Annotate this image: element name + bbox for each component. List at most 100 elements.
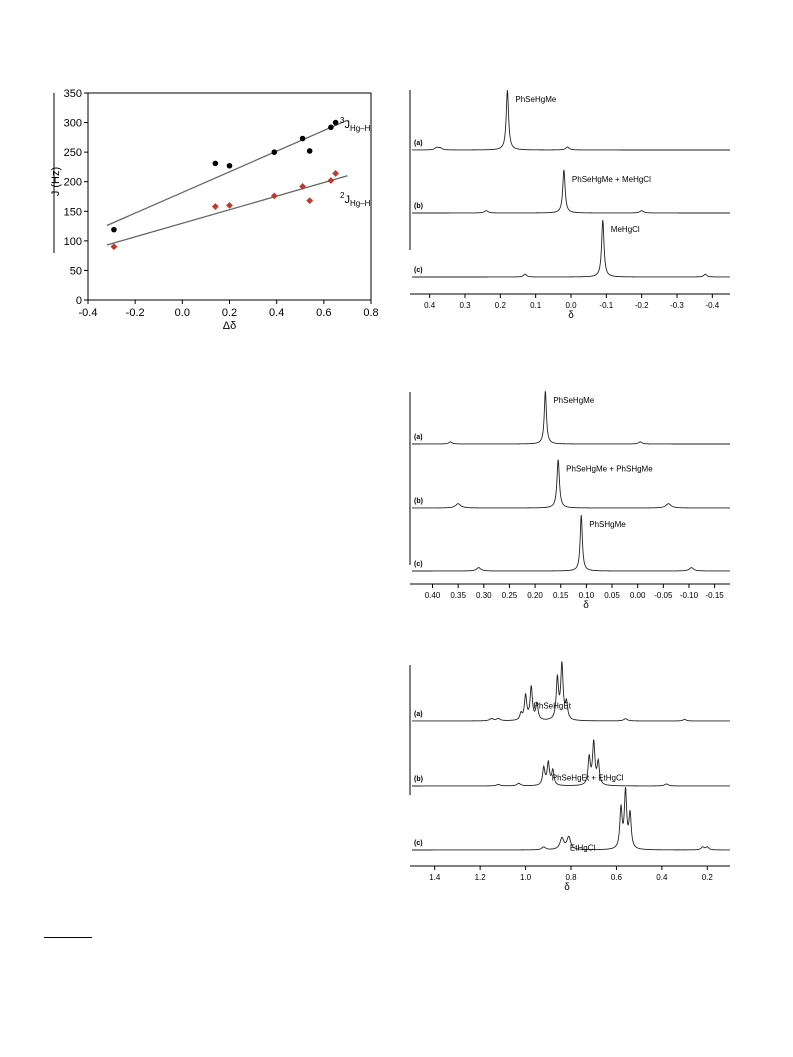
x-tick-label: 0.00 [630,591,646,600]
spectrum-trace [412,661,730,722]
trace-label: PhSeHgMe [515,95,556,104]
trace-tag: (c) [414,561,423,568]
x-tick-label: 1.4 [429,873,441,882]
series-label-subscript: Hg–H [350,199,371,208]
trace-tag: (b) [414,776,423,783]
x-tick-label: 0.3 [459,301,471,310]
data-point [211,203,219,210]
x-axis-label: δ [568,310,574,321]
x-tick-label: 0.2 [702,873,714,882]
x-tick-label: 0.4 [656,873,668,882]
trace-tag: (a) [414,140,423,147]
y-tick-label: 200 [64,177,82,189]
x-tick-label: 0.6 [316,307,331,319]
trace-tag: (a) [414,434,423,441]
x-tick-label: 0.8 [363,307,378,319]
x-tick-label: 1.0 [520,873,532,882]
trace-label: EtHgCl [570,844,596,853]
x-tick-label: 0.30 [476,591,492,600]
spectrum-trace [412,739,730,787]
x-tick-label: 0.2 [222,307,237,319]
spectrum-trace [412,459,730,509]
x-tick-label: 0.25 [502,591,518,600]
x-axis-label: δ [564,882,570,893]
data-point [270,192,278,200]
spectrum-trace [412,169,730,214]
trace-label: MeHgCl [611,225,640,234]
x-axis-label: δ [583,600,589,611]
trace-tag: (b) [414,203,423,210]
y-tick-label: 0 [76,295,82,307]
trace-label: PhSeHgEt + EtHgCl [552,774,624,783]
series-label-subscript: Hg–H [350,124,371,133]
data-point [111,226,117,233]
spectrum-trace [412,514,730,572]
x-tick-label: 0.4 [269,307,284,319]
x-tick-label: 0.15 [553,591,569,600]
trace-tag: (a) [414,711,423,718]
y-tick-label: 250 [64,147,82,159]
data-point [110,243,118,251]
series-label-superscript: 3 [340,116,345,125]
x-tick-label: 0.10 [579,591,595,600]
x-tick-label: -0.4 [79,307,98,319]
x-tick-label: 0.0 [175,307,190,319]
data-point [327,177,335,184]
y-tick-label: 300 [64,118,82,130]
trace-label: PhSeHgEt [534,701,572,710]
trace-label: PhSeHgMe + MeHgCl [572,175,651,184]
x-tick-label: 0.8 [565,873,577,882]
data-point [226,201,233,209]
y-tick-label: 150 [64,206,82,218]
footnote-separator [44,937,92,938]
x-tick-label: -0.4 [705,301,719,310]
trace-label: PhSeHgMe + PhSHgMe [566,464,653,473]
x-tick-label: 0.20 [527,591,543,600]
x-tick-label: -0.3 [670,301,684,310]
x-tick-label: 0.6 [611,873,623,882]
trace-label: PhSeHgMe [553,396,594,405]
data-point [328,124,334,131]
data-point [299,183,307,190]
trace-tag: (b) [414,498,423,505]
x-tick-label: -0.2 [126,307,145,319]
x-axis-label: Δδ [223,320,236,332]
trace-tag: (c) [414,840,423,847]
spectrum-trace [412,219,730,278]
series-label-main: J [344,119,350,131]
series-label: 2JHg–H [340,191,371,208]
spectrum-trace [412,787,730,851]
data-point [299,135,306,142]
y-tick-label: 100 [64,236,82,248]
trace-tag: (c) [414,267,423,274]
x-tick-label: -0.05 [654,591,673,600]
data-point [212,160,219,167]
data-point [332,119,339,126]
spectrum-trace [412,390,730,445]
x-tick-label: 1.2 [475,873,487,882]
x-tick-label: -0.10 [680,591,699,600]
fit-line [106,119,348,227]
series-label-main: J [344,194,350,206]
trace-label: PhSHgMe [589,520,626,529]
x-tick-label: 0.1 [530,301,542,310]
x-tick-label: 0.4 [424,301,436,310]
data-point [306,148,313,154]
x-tick-label: 0.05 [604,591,620,600]
y-tick-label: 350 [64,88,82,100]
data-point [271,149,278,155]
x-tick-label: 0.40 [425,591,441,600]
y-axis-label: J (Hz) [50,167,62,196]
fit-line [106,175,348,246]
x-tick-label: -0.2 [635,301,649,310]
data-point [306,197,314,205]
x-tick-label: -0.1 [599,301,613,310]
x-tick-label: 0.2 [495,301,507,310]
x-tick-label: 0.35 [450,591,466,600]
data-point [226,162,233,169]
series-label-superscript: 2 [340,191,345,200]
